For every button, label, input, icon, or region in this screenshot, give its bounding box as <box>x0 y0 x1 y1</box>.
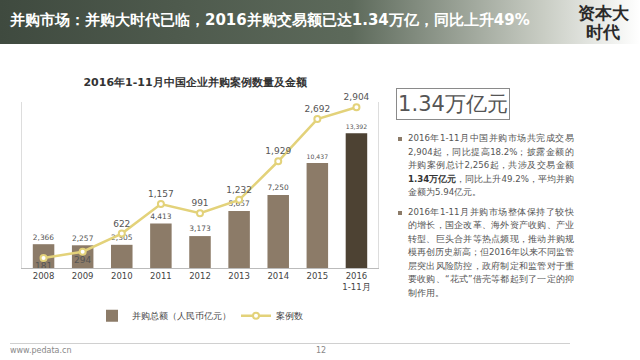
svg-text:1,929: 1,929 <box>265 146 291 156</box>
svg-text:5,657: 5,657 <box>228 199 250 208</box>
svg-text:2012: 2012 <box>189 271 211 281</box>
svg-text:7,250: 7,250 <box>267 183 289 192</box>
svg-text:2011: 2011 <box>150 271 172 281</box>
svg-text:622: 622 <box>113 219 130 229</box>
svg-text:案例数: 案例数 <box>276 311 303 321</box>
svg-text:3,173: 3,173 <box>189 224 211 233</box>
svg-text:2,305: 2,305 <box>111 233 133 242</box>
html-text:2016年1-11月中国并购市场共完成交易2,904起，同比: 2016年1-11月中国并购市场共完成交易2,904起，同比提高18.2%；披露… <box>408 133 574 170</box>
svg-text:2013: 2013 <box>228 271 250 281</box>
svg-text:2,366: 2,366 <box>33 233 55 242</box>
svg-text:1,232: 1,232 <box>226 185 252 195</box>
html-text:1.34万亿元: 1.34万亿元 <box>398 92 508 116</box>
svg-text:2010: 2010 <box>111 271 133 281</box>
svg-text:20161-11月: 20161-11月 <box>342 271 370 292</box>
svg-text:2016年1-11月中国企业并购案例数量及金额: 2016年1-11月中国企业并购案例数量及金额 <box>83 76 307 89</box>
svg-text:2009: 2009 <box>72 271 94 281</box>
svg-text:181: 181 <box>35 261 52 271</box>
html-text:1.34万亿元，同比上升49.2%，平均并购金额为5.94亿: 1.34万亿元，同比上升49.2%，平均并购金额为5.94亿元。 <box>408 173 574 197</box>
html-text:资本大时代: 资本大时代 <box>577 3 629 42</box>
svg-text:2,257: 2,257 <box>72 234 94 243</box>
svg-text:4,413: 4,413 <box>150 212 172 221</box>
svg-text:1,157: 1,157 <box>148 189 174 199</box>
svg-text:2014: 2014 <box>267 271 289 281</box>
html-text:12: 12 <box>316 346 327 355</box>
html-text:并购市场：并购大时代已临，2016并购交易额已达1.34万亿: 并购市场：并购大时代已临，2016并购交易额已达1.34万亿，同比上升49% <box>10 11 530 29</box>
svg-text:2008: 2008 <box>33 271 55 281</box>
svg-text:13,392: 13,392 <box>346 123 368 130</box>
svg-text:并购总额（人民币亿元）: 并购总额（人民币亿元） <box>132 311 231 321</box>
html-text:www.pedata.cn: www.pedata.cn <box>10 346 72 355</box>
svg-text:991: 991 <box>191 198 208 208</box>
svg-text:2,904: 2,904 <box>344 92 370 102</box>
svg-text:2,692: 2,692 <box>304 104 330 114</box>
html-text:2016年1-11月并购市场整体保持了较快的增长，国企改革、: 2016年1-11月并购市场整体保持了较快的增长，国企改革、海外资产收购、产业转… <box>408 206 574 298</box>
svg-text:10,437: 10,437 <box>307 153 329 160</box>
svg-text:2015: 2015 <box>307 271 329 281</box>
svg-text:294: 294 <box>74 255 91 265</box>
